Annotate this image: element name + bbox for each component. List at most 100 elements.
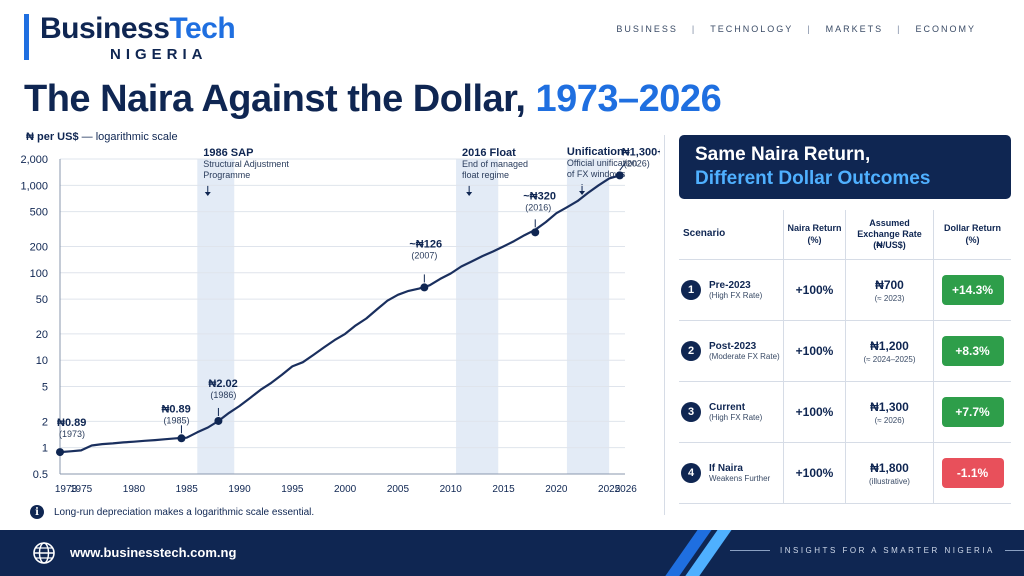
y-axis-header: ₦ per US$ — logarithmic scale <box>26 131 178 143</box>
x-tick-label: 1980 <box>123 484 146 495</box>
y-tick-label: 2 <box>42 416 48 428</box>
x-tick-label: 2026 <box>615 484 638 495</box>
scenario-name: Post-2023 <box>709 341 757 352</box>
event-band-description: Structural Adjustment <box>203 159 289 169</box>
data-point-label: ~₦320 <box>523 190 556 202</box>
exchange-rate-value: ₦1,200 <box>870 338 909 353</box>
header-rate-l3: (₦/US$) <box>873 240 906 251</box>
data-point-year: (2016) <box>525 202 551 212</box>
footer-tagline: INSIGHTS FOR A SMARTER NIGERIA <box>730 546 1024 555</box>
data-point-label: ₦0.89 <box>161 403 190 415</box>
dollar-return-badge: +14.3% <box>941 275 1004 305</box>
logo-word-business: Business <box>40 12 170 45</box>
top-nav: BUSINESS | TECHNOLOGY | MARKETS | ECONOM… <box>616 24 976 34</box>
y-tick-label: 1 <box>42 443 48 455</box>
logo-wordmark: BusinessTech <box>40 12 236 46</box>
nav-item-markets[interactable]: MARKETS <box>825 24 884 34</box>
data-point-marker <box>531 228 540 237</box>
x-tick-label: 2005 <box>387 484 410 495</box>
y-tick-label: 50 <box>36 294 48 306</box>
dollar-return-badge: +7.7% <box>941 397 1004 427</box>
event-band-title: 1986 SAP <box>203 147 253 159</box>
x-tick-label: 1990 <box>228 484 251 495</box>
data-point-label: ₦1,300+ <box>622 146 660 158</box>
y-tick-label: 0.5 <box>33 469 48 481</box>
y-tick-label: 10 <box>36 355 48 367</box>
y-tick-label: 1,000 <box>20 180 48 192</box>
x-tick-label: 2025 <box>598 484 621 495</box>
event-band <box>197 159 235 474</box>
scenario-table: Scenario Naira Return (%) Assumed Exchange… <box>679 210 1011 504</box>
exchange-rate-value: ₦1,300 <box>870 399 909 414</box>
data-point-label: ~₦126 <box>409 238 442 250</box>
footer-website-link[interactable]: www.businesstech.com.ng <box>70 545 237 560</box>
tagline-rule <box>1004 550 1024 551</box>
event-band-arrow <box>466 192 473 196</box>
x-tick-label: 1975 <box>70 484 93 495</box>
chart-footnote: i Long-run depreciation makes a logarith… <box>30 505 314 519</box>
exchange-rate-note: (≈ 2024–2025) <box>863 354 916 364</box>
x-tick-label: 2020 <box>545 484 568 495</box>
data-point-leader <box>619 162 627 171</box>
y-tick-label: 20 <box>36 329 48 341</box>
header-scenario: Scenario <box>683 228 726 240</box>
nav-item-technology[interactable]: TECHNOLOGY <box>710 24 794 34</box>
naira-return-value: +100% <box>795 405 834 419</box>
nav-separator: | <box>691 24 697 34</box>
y-tick-label: 200 <box>30 241 48 253</box>
footnote-text: Long-run depreciation makes a logarithmi… <box>54 506 315 518</box>
tagline-rule <box>730 550 770 551</box>
header-rate-l2: Exchange Rate <box>857 228 922 239</box>
table-row: 1 Pre-2023 (High FX Rate) +100% ₦700 (≈ 202… <box>679 260 1011 321</box>
naira-return-value: +100% <box>795 466 834 480</box>
data-point-year: (1973) <box>59 429 85 439</box>
event-band-title: Unification <box>567 146 624 158</box>
nav-separator: | <box>897 24 902 34</box>
exchange-rate-note: (illustrative) <box>869 476 910 486</box>
dollar-return-badge: -1.1% <box>941 458 1004 488</box>
x-tick-label: 1995 <box>281 484 304 495</box>
panel-title-line1: Same Naira Return, <box>695 144 871 165</box>
data-point-label: ₦2.02 <box>208 378 237 390</box>
event-band-arrow <box>579 191 586 195</box>
header-naira-return: Naira Return (%) <box>783 210 845 259</box>
data-point-year: (1986) <box>210 390 236 400</box>
logo-word-tech: Tech <box>169 12 236 45</box>
panel-title-line2: Different Dollar Outcomes <box>695 168 931 189</box>
exchange-rate-value: ₦700 <box>875 277 904 292</box>
data-point-marker <box>420 283 429 292</box>
naira-return-value: +100% <box>795 283 834 297</box>
event-band-description: End of managed <box>462 159 528 169</box>
header-dollar-return-l1: Dollar Return <box>943 223 1001 234</box>
footer-bar: www.businesstech.com.ng INSIGHTS FOR A S… <box>0 530 1024 576</box>
scenario-cell: 4 If Naira Weakens Further <box>679 463 783 483</box>
exchange-rate-chart: ₦ per US$ — logarithmic scale 1986 SAP St… <box>0 125 660 525</box>
exchange-rate-note: (≈ 2026) <box>874 415 905 425</box>
table-row: 4 If Naira Weakens Further +100% ₦1,800 (il… <box>679 443 1011 504</box>
header-exchange-rate: Assumed Exchange Rate (₦/US$) <box>845 210 933 259</box>
scenario-cell: 2 Post-2023 (Moderate FX Rate) <box>679 341 783 361</box>
x-tick-label: 1985 <box>176 484 199 495</box>
data-point-marker <box>177 434 186 443</box>
data-point-marker <box>615 171 624 180</box>
scenario-sub: (High FX Rate) <box>709 291 763 300</box>
event-band-arrow <box>204 192 211 196</box>
page-title-main: The Naira Against the Dollar, <box>24 78 536 120</box>
nav-item-business[interactable]: BUSINESS <box>616 24 678 34</box>
scenario-sub: (Moderate FX Rate) <box>709 352 780 361</box>
data-point-label: ₦0.89 <box>57 417 86 429</box>
event-band <box>566 159 610 474</box>
data-point-year: (2026) <box>624 158 650 168</box>
data-point-year: (2007) <box>411 250 437 260</box>
x-tick-label: 2000 <box>334 484 357 495</box>
header-dollar-return: Dollar Return (%) <box>933 210 1011 259</box>
data-point-year: (1985) <box>163 415 189 425</box>
header-naira-return-l1: Naira Return <box>787 223 842 234</box>
x-tick-label: 2010 <box>440 484 463 495</box>
exchange-rate-value: ₦1,800 <box>870 460 909 475</box>
scenario-sub: (High FX Rate) <box>709 413 763 422</box>
tagline-text: INSIGHTS FOR A SMARTER NIGERIA <box>780 546 995 555</box>
nav-item-economy[interactable]: ECONOMY <box>915 24 976 34</box>
section-divider <box>664 135 665 515</box>
